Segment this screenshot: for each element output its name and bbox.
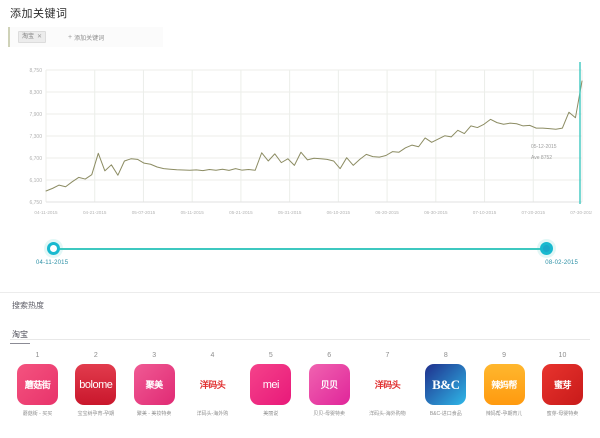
page-title: 添加关键词 xyxy=(10,8,68,20)
app-icon-text: 洋码头 xyxy=(199,379,226,390)
plus-icon: + xyxy=(68,33,73,41)
yangmatou2-app-icon[interactable]: 洋码头 xyxy=(366,364,408,405)
app-rank-item[interactable]: 3 聚美聚美 - 美妆特卖 xyxy=(127,352,182,436)
app-rank-number: 3 xyxy=(152,352,157,359)
mogujie-app-icon[interactable]: 蘑菇街 xyxy=(17,364,58,405)
keyword-input-bar[interactable]: 淘宝 ✕ + 添加关键词 xyxy=(8,27,163,47)
app-rank-number: 5 xyxy=(268,352,273,359)
app-name-label: 洋码头-海外购物 xyxy=(369,411,406,417)
app-icon-text: 辣妈帮 xyxy=(491,379,517,390)
svg-text:06-10-2015: 06-10-2015 xyxy=(327,210,351,215)
app-name-label: 蘑菇街 - 买买 xyxy=(22,411,53,417)
svg-text:7,300: 7,300 xyxy=(29,134,42,140)
svg-text:07-10-2015: 07-10-2015 xyxy=(473,210,497,215)
app-rank-number: 8 xyxy=(443,352,448,359)
meilishuo-app-icon[interactable]: mei xyxy=(250,364,292,405)
app-rank-number: 2 xyxy=(93,352,98,359)
add-keyword-label: 添加关键词 xyxy=(74,35,105,42)
app-rank-item[interactable]: 10 蜜芽蜜芽-母婴特卖 xyxy=(535,352,590,436)
app-icon-text: 洋码头 xyxy=(374,379,401,390)
app-rank-number: 7 xyxy=(385,352,390,359)
app-name-label: 蜜芽-母婴特卖 xyxy=(546,411,579,417)
svg-text:06-20-2015: 06-20-2015 xyxy=(375,210,399,215)
close-icon[interactable]: ✕ xyxy=(37,34,43,40)
svg-text:05-21-2015: 05-21-2015 xyxy=(229,210,253,215)
chart-plot-area[interactable]: 8,750 8,300 7,900 7,300 6,700 6,100 6,750 04-11… xyxy=(8,58,592,230)
app-icon-text: 聚美 xyxy=(145,379,164,390)
svg-text:05-07-2015: 05-07-2015 xyxy=(132,210,156,215)
section-divider xyxy=(0,292,600,293)
keyword-tag[interactable]: 淘宝 ✕ xyxy=(18,31,47,43)
slider-handle-start[interactable] xyxy=(47,242,60,255)
app-rank-item[interactable]: 1 蘑菇街蘑菇街 - 买买 xyxy=(10,352,65,436)
app-rank-number: 4 xyxy=(210,352,215,359)
svg-text:7,900: 7,900 xyxy=(29,112,42,118)
app-name-label: 辣妈帮-孕期育儿 xyxy=(485,411,523,417)
svg-text:6,700: 6,700 xyxy=(29,156,42,162)
svg-text:04-21-2015: 04-21-2015 xyxy=(83,210,107,215)
app-icon-text: 贝贝 xyxy=(320,379,339,390)
app-name-label: 宝宝树孕育-孕期 xyxy=(77,411,115,417)
app-icon-text: 蜜芽 xyxy=(553,379,572,390)
svg-text:07-30-2015: 07-30-2015 xyxy=(570,210,592,215)
app-name-label: 美丽说 xyxy=(263,411,279,417)
app-rank-number: 10 xyxy=(558,352,567,359)
svg-text:6,750: 6,750 xyxy=(29,200,42,206)
bandc-app-icon[interactable]: B&C xyxy=(425,364,467,405)
slider-start-label: 04-11-2015 xyxy=(36,260,69,266)
add-keyword-button[interactable]: + 添加关键词 xyxy=(68,33,104,42)
search-popularity-title: 搜索热度 xyxy=(12,301,44,310)
slider-end-label: 08-02-2015 xyxy=(545,260,578,266)
line-chart-svg: 8,750 8,300 7,900 7,300 6,700 6,100 6,750 04-11… xyxy=(29,62,592,215)
app-rank-item[interactable]: 7 洋码头洋码头-海外购物 xyxy=(360,352,415,436)
app-rank-item[interactable]: 9 辣妈帮辣妈帮-孕期育儿 xyxy=(477,352,532,436)
svg-text:05-11-2015: 05-11-2015 xyxy=(181,210,205,215)
lamabang-app-icon[interactable]: 辣妈帮 xyxy=(483,364,525,405)
date-range-slider[interactable]: 04-11-2015 08-02-2015 xyxy=(8,238,592,278)
beibei-app-icon[interactable]: 贝贝 xyxy=(308,364,350,405)
svg-text:6,100: 6,100 xyxy=(29,178,42,184)
app-rank-number: 9 xyxy=(502,352,507,359)
jumei-app-icon[interactable]: 聚美 xyxy=(133,364,175,405)
app-rank-number: 6 xyxy=(327,352,332,359)
svg-text:8,750: 8,750 xyxy=(29,68,42,74)
app-icon-text: mei xyxy=(262,378,280,391)
svg-text:04-11-2015: 04-11-2015 xyxy=(34,210,58,215)
app-rank-item[interactable]: 2 bolome 宝宝树孕育-孕期 xyxy=(68,352,123,436)
app-rank-item[interactable]: 5 mei 美丽说 xyxy=(243,352,298,436)
app-rank-item[interactable]: 8 B&C B&C-进口食品 xyxy=(418,352,473,436)
app-name-label: B&C-进口食品 xyxy=(429,411,462,417)
app-rank-item[interactable]: 4 洋码头洋码头-海外购 xyxy=(185,352,240,436)
app-rank-number: 1 xyxy=(35,352,40,359)
bolome-app-icon[interactable]: bolome xyxy=(75,364,117,405)
svg-text:06-30-2015: 06-30-2015 xyxy=(424,210,448,215)
tab-taobao[interactable]: 淘宝 xyxy=(10,329,30,344)
app-ranking-list: 1 蘑菇街蘑菇街 - 买买 2 bolome 宝宝树孕育-孕期 3 聚美聚美 - 美妆特卖 4… xyxy=(10,352,590,436)
svg-text:07-20-2015: 07-20-2015 xyxy=(522,210,546,215)
app-name-label: 洋码头-海外购 xyxy=(196,411,229,417)
app-icon-text: B&C xyxy=(432,376,460,392)
app-name-label: 聚美 - 美妆特卖 xyxy=(136,411,172,417)
slider-track[interactable] xyxy=(52,248,548,250)
app-icon-text: 蘑菇街 xyxy=(24,379,51,390)
svg-text:8,300: 8,300 xyxy=(29,90,42,96)
app-name-label: 贝贝-母婴特卖 xyxy=(313,411,345,417)
svg-text:05-31-2015: 05-31-2015 xyxy=(278,210,302,215)
platform-tabs: 淘宝 xyxy=(10,324,590,344)
slider-handle-end[interactable] xyxy=(540,242,553,255)
yangmatou-app-icon[interactable]: 洋码头 xyxy=(191,364,233,405)
app-icon-text: bolome xyxy=(79,378,113,391)
app-rank-item[interactable]: 6 贝贝贝贝-母婴特卖 xyxy=(302,352,357,436)
keyword-tag-label: 淘宝 xyxy=(22,34,35,40)
miya-app-icon[interactable]: 蜜芽 xyxy=(541,364,583,405)
